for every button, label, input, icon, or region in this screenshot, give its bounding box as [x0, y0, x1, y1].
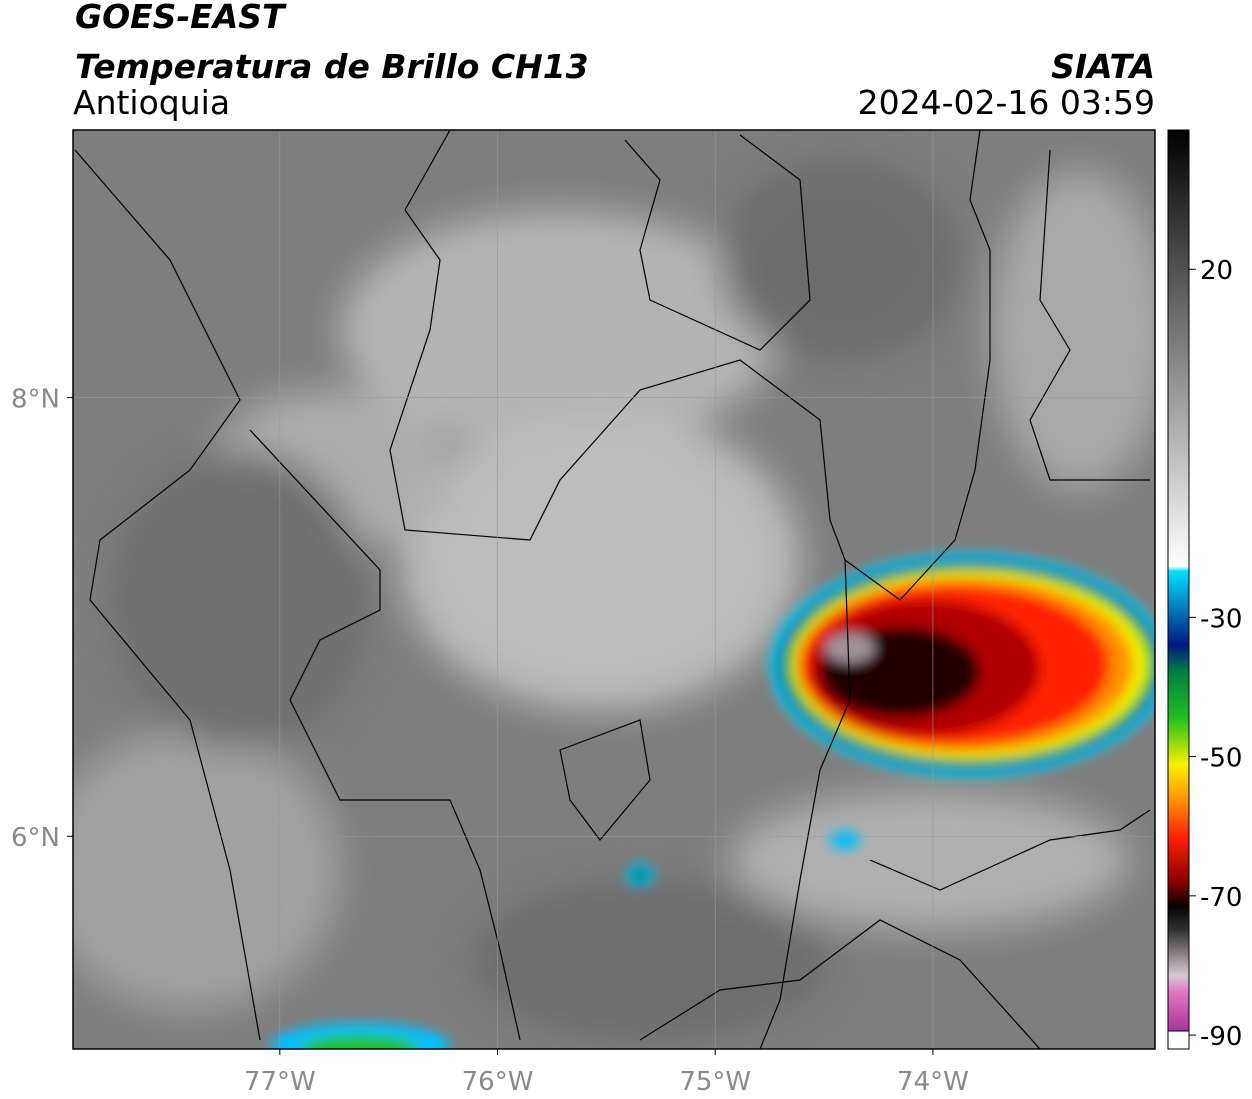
colorbar-tick-label: -30 [1200, 604, 1242, 634]
y-tick-label: 8°N [11, 385, 60, 415]
subtitle: Temperatura de Brillo CH13 [75, 47, 589, 86]
region: Antioquia [73, 83, 230, 122]
x-tick-label: 76°W [462, 1067, 534, 1097]
y-tick-label: 6°N [11, 823, 60, 853]
header: GOES-EAST Temperatura de Brillo CH13 Ant… [73, 0, 1155, 122]
colorbar [1167, 129, 1190, 1050]
x-tick-label: 77°W [244, 1067, 316, 1097]
storm [270, 553, 1155, 1049]
map-frame [72, 129, 1156, 1050]
datetime: 2024-02-16 03:59 [858, 83, 1155, 122]
colorbar-tick-label: -50 [1200, 744, 1242, 774]
x-tick-label: 75°W [679, 1067, 751, 1097]
colorbar-under [1167, 1030, 1190, 1050]
labels: 77°W 76°W 75°W 74°W 8°N 6°N 20 -30 -50 -70 -90 [11, 256, 1242, 1097]
title: GOES-EAST [75, 0, 287, 36]
source: SIATA [1051, 47, 1155, 86]
graticule [73, 130, 1155, 1049]
colorbar-tick-label: 20 [1200, 256, 1233, 286]
x-tick-label: 74°W [897, 1067, 969, 1097]
colorbar-tick-label: -90 [1200, 1022, 1242, 1052]
borders [74, 130, 1151, 1049]
colorbar-tick-label: -70 [1200, 883, 1242, 913]
satellite-image [73, 130, 1155, 1049]
